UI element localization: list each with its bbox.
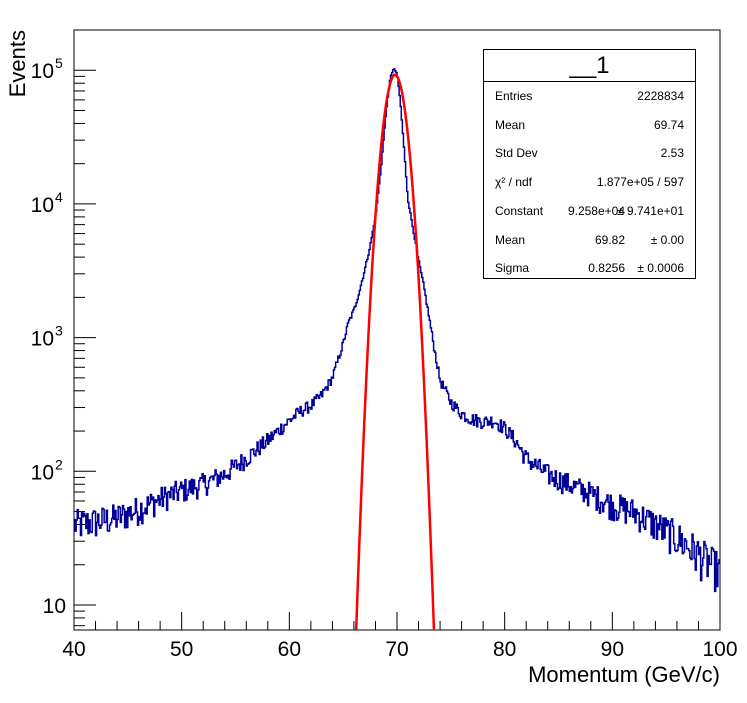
stats-title: __1: [484, 50, 695, 82]
x-tick-label: 90: [601, 638, 624, 661]
stats-row: Constant 9.258e+04 ± 9.741e+01: [484, 197, 695, 225]
stats-row: Entries 2228834: [484, 82, 695, 110]
y-tick-label: 10: [31, 60, 54, 83]
stats-error: ± 0.0006: [637, 261, 684, 276]
y-tick-label: 10: [31, 194, 54, 217]
y-axis-label: Events: [5, 30, 30, 97]
stats-row: Mean 69.74: [484, 111, 695, 139]
x-tick-label: 40: [62, 638, 85, 661]
y-tick-exponent: 5: [55, 55, 63, 71]
x-tick-label: 100: [702, 638, 737, 661]
y-tick-label: 10: [31, 461, 54, 484]
stats-label: Std Dev: [495, 146, 538, 161]
stats-value: 9.258e+04: [567, 203, 625, 218]
x-tick-label: 50: [170, 638, 193, 661]
stats-value: 2228834: [637, 89, 684, 103]
stats-label: Constant: [495, 203, 544, 218]
stats-row: Sigma 0.8256 ± 0.0006: [484, 254, 695, 282]
stats-value: 0.8256: [588, 261, 625, 276]
x-tick-label: 70: [385, 638, 408, 661]
x-ticks: 40 50 60 70 80 90 100: [62, 612, 738, 661]
stats-label: Entries: [495, 89, 533, 103]
stats-box: __1 Entries 2228834 Mean 69.74 Std Dev 2.53 χ²…: [483, 49, 696, 279]
gaussian-fit-curve: [354, 73, 436, 631]
y-tick-exponent: 3: [55, 323, 63, 339]
stats-label: χ² / ndf: [495, 175, 532, 190]
stats-row: Mean 69.82 ± 0.00: [484, 226, 695, 254]
stats-label: Mean: [495, 232, 526, 247]
stats-row: Std Dev 2.53: [484, 139, 695, 167]
x-axis-label: Momentum (GeV/c): [528, 662, 720, 687]
y-tick-label: 10: [31, 328, 54, 351]
x-tick-label: 80: [493, 638, 516, 661]
y-tick-label: 10: [43, 595, 66, 618]
stats-label: Sigma: [495, 261, 530, 276]
y-tick-exponent: 2: [55, 456, 63, 472]
stats-value: 2.53: [660, 146, 684, 161]
stats-value: 69.82: [594, 232, 625, 247]
stats-value: 1.877e+05 / 597: [596, 175, 684, 190]
stats-value: 69.74: [653, 117, 684, 132]
x-tick-label: 60: [278, 638, 301, 661]
y-tick-exponent: 4: [55, 189, 63, 205]
stats-row: χ² / ndf 1.877e+05 / 597: [484, 168, 695, 196]
stats-label: Mean: [495, 117, 526, 132]
stats-error: ± 9.741e+01: [617, 203, 684, 218]
stats-error: ± 0.00: [650, 232, 684, 247]
